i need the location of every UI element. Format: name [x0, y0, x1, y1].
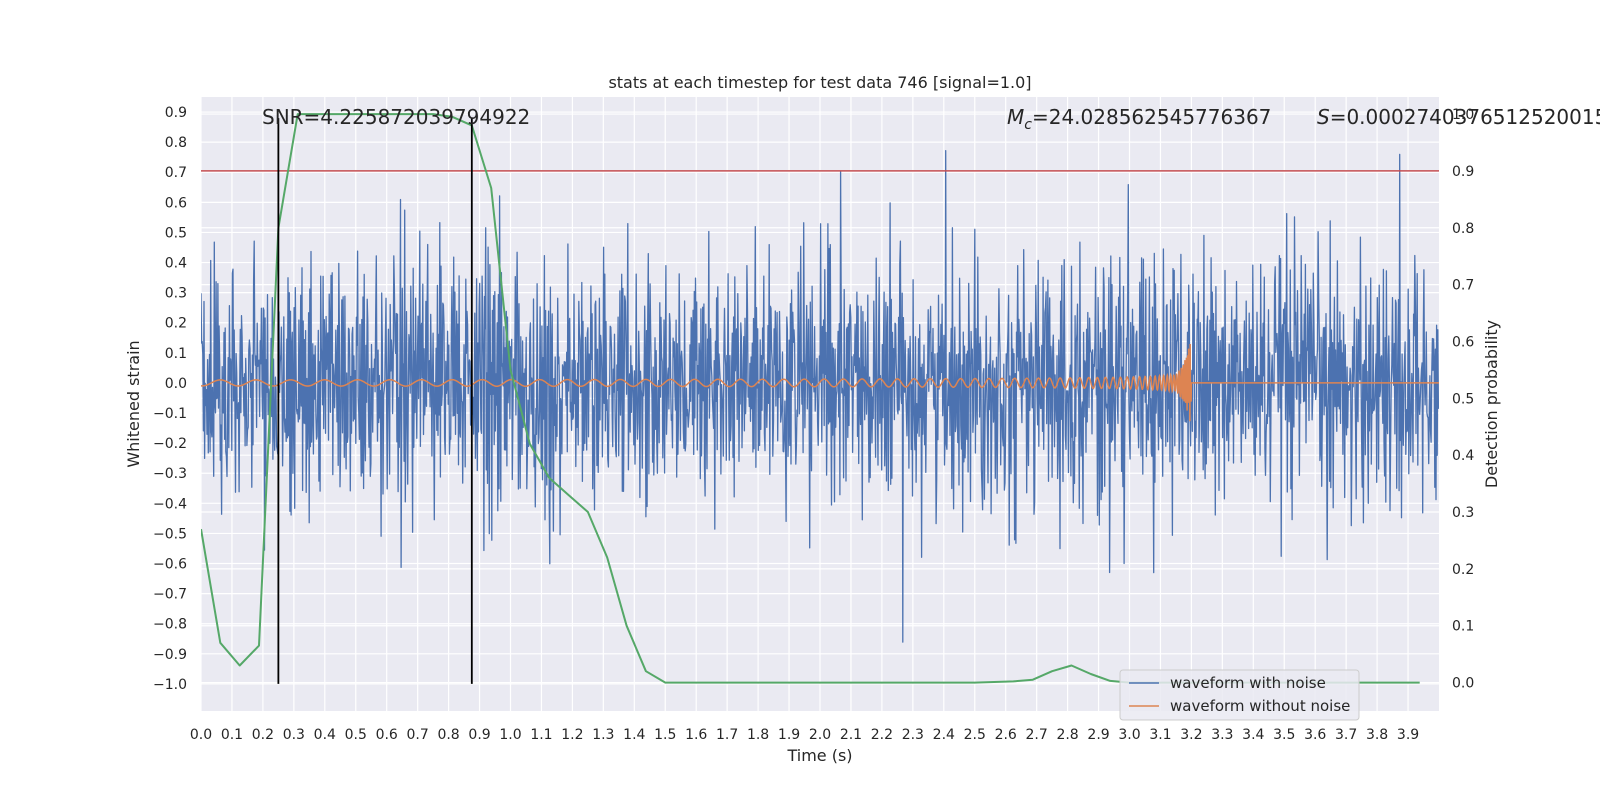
chirp-mass-annotation: Mc=24.028562545776367 — [1007, 105, 1271, 133]
legend-box — [1119, 669, 1360, 721]
x-tick-label: 0.1 — [221, 727, 243, 743]
y-right-tick-label: 0.4 — [1452, 448, 1474, 464]
y-left-tick-label: −0.4 — [153, 496, 187, 512]
y-right-tick-label: 0.2 — [1452, 562, 1474, 578]
y-left-tick-label: 0.8 — [165, 135, 187, 151]
x-tick-label: 3.1 — [1149, 727, 1171, 743]
legend: waveform with noise waveform without noi… — [1119, 669, 1360, 721]
x-tick-label: 3.9 — [1397, 727, 1419, 743]
y-left-tick-label: −0.7 — [153, 587, 187, 603]
x-tick-label: 1.4 — [623, 727, 645, 743]
y-left-tick-label: 0.0 — [165, 376, 187, 392]
x-tick-label: 3.4 — [1242, 727, 1264, 743]
y-left-tick-label: −0.3 — [153, 466, 187, 482]
series-waveform-with-noise — [201, 150, 1439, 643]
x-tick-label: 0.4 — [314, 727, 336, 743]
x-tick-label: 2.5 — [964, 727, 986, 743]
y-left-tick-label: 0.9 — [165, 105, 187, 121]
x-tick-label: 3.5 — [1273, 727, 1295, 743]
x-tick-label: 0.7 — [407, 727, 429, 743]
x-tick-label: 0.8 — [437, 727, 459, 743]
vertical-markers — [277, 118, 473, 684]
y-right-tick-label: 1.0 — [1452, 107, 1474, 123]
chirp-mass-symbol: M — [1007, 105, 1024, 129]
series-waveform-without-noise — [201, 343, 1439, 422]
y-left-tick-label: −0.1 — [153, 406, 187, 422]
y-left-tick-label: −0.9 — [153, 647, 187, 663]
y-left-tick-label: −1.0 — [153, 677, 187, 693]
clean-waveform-line — [201, 343, 1439, 422]
y-right-tick-label: 0.8 — [1452, 221, 1474, 237]
y-right-tick-label: 0.0 — [1452, 676, 1474, 692]
y-left-tick-label: 0.5 — [165, 225, 187, 241]
y-left-tick-label: −0.2 — [153, 436, 187, 452]
x-tick-label: 0.6 — [376, 727, 398, 743]
x-tick-label: 0.3 — [283, 727, 305, 743]
x-tick-label: 1.3 — [592, 727, 614, 743]
y-right-tick-label: 0.3 — [1452, 505, 1474, 521]
y-right-tick-label: 0.9 — [1452, 164, 1474, 180]
y-axis-left-label: Whitened strain — [124, 340, 143, 467]
x-tick-label: 2.4 — [933, 727, 955, 743]
snr-annotation: SNR=4.225872039794922 — [262, 105, 530, 129]
y-left-tick-label: −0.8 — [153, 617, 187, 633]
y-left-tick-label: −0.6 — [153, 557, 187, 573]
s-symbol: S — [1317, 105, 1330, 129]
s-value: =0.00027403765125200152 — [1330, 105, 1600, 129]
x-tick-label: 1.7 — [716, 727, 738, 743]
x-tick-label: 2.2 — [871, 727, 893, 743]
x-tick-label: 1.9 — [778, 727, 800, 743]
x-tick-label: 0.5 — [345, 727, 367, 743]
x-tick-label: 1.5 — [654, 727, 676, 743]
y-left-tick-label: 0.3 — [165, 286, 187, 302]
x-tick-label: 2.8 — [1056, 727, 1078, 743]
y-left-tick-label: −0.5 — [153, 526, 187, 542]
x-tick-label: 3.6 — [1304, 727, 1326, 743]
x-tick-label: 2.0 — [809, 727, 831, 743]
x-tick-label: 3.7 — [1335, 727, 1357, 743]
noisy-waveform-line — [201, 150, 1439, 643]
x-tick-label: 1.8 — [747, 727, 769, 743]
x-tick-label: 3.0 — [1118, 727, 1140, 743]
x-tick-label: 1.6 — [685, 727, 707, 743]
y-axis-left-ticks: 0.9 0.8 0.7 0.6 0.5 0.4 0.3 0.2 0.1 0.0 −0.1 −0.2 −0… — [153, 105, 187, 693]
x-tick-label: 0.0 — [190, 727, 212, 743]
x-tick-label: 1.1 — [530, 727, 552, 743]
x-axis-ticks: 0.0 0.1 0.2 0.3 0.4 0.5 0.6 0.7 0.8 0.9 1.0 1.1 1.2 1… — [190, 727, 1419, 743]
y-left-tick-label: 0.1 — [165, 346, 187, 362]
legend-label-clean: waveform without noise — [1170, 697, 1350, 715]
x-tick-label: 2.9 — [1087, 727, 1109, 743]
x-tick-label: 3.2 — [1180, 727, 1202, 743]
x-tick-label: 2.3 — [902, 727, 924, 743]
x-tick-label: 1.2 — [561, 727, 583, 743]
y-left-tick-label: 0.2 — [165, 316, 187, 332]
x-tick-label: 2.1 — [840, 727, 862, 743]
y-axis-right-label: Detection probability — [1482, 320, 1501, 488]
y-right-tick-label: 0.1 — [1452, 619, 1474, 635]
chirp-mass-value: =24.028562545776367 — [1032, 105, 1271, 129]
x-tick-label: 2.7 — [1026, 727, 1048, 743]
y-left-tick-label: 0.7 — [165, 165, 187, 181]
y-right-tick-label: 0.7 — [1452, 278, 1474, 294]
x-tick-label: 0.2 — [252, 727, 274, 743]
chirp-mass-subscript: c — [1024, 117, 1032, 133]
s-annotation: S=0.00027403765125200152 — [1317, 105, 1600, 129]
legend-label-noisy: waveform with noise — [1170, 674, 1326, 692]
x-tick-label: 3.3 — [1211, 727, 1233, 743]
x-tick-label: 0.9 — [468, 727, 490, 743]
y-axis-right-ticks: 1.0 0.9 0.8 0.7 0.6 0.5 0.4 0.3 0.2 0.1 0.0 — [1452, 107, 1474, 692]
x-tick-label: 3.8 — [1366, 727, 1388, 743]
y-right-tick-label: 0.6 — [1452, 334, 1474, 350]
x-axis-label: Time (s) — [786, 746, 852, 765]
y-left-tick-label: 0.6 — [165, 195, 187, 211]
x-tick-label: 2.6 — [995, 727, 1017, 743]
y-right-tick-label: 0.5 — [1452, 391, 1474, 407]
y-left-tick-label: 0.4 — [165, 256, 187, 272]
chart-title: stats at each timestep for test data 746… — [608, 73, 1031, 92]
x-tick-label: 1.0 — [499, 727, 521, 743]
